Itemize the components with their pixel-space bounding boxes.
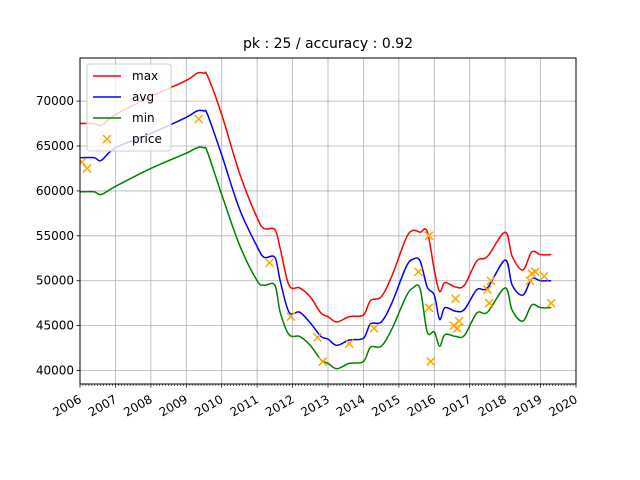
price-point [194, 114, 204, 124]
y-tick-label: 45000 [36, 319, 74, 333]
price-point [539, 271, 549, 281]
price-point [451, 294, 461, 304]
legend-label-avg: avg [132, 90, 154, 104]
y-tick-label: 40000 [36, 364, 74, 378]
price-point [369, 323, 379, 333]
legend-label-min: min [132, 111, 155, 125]
series-line-min [80, 146, 552, 370]
y-tick-label: 60000 [36, 184, 74, 198]
price-point [265, 258, 275, 268]
legend-swatch-price [102, 134, 112, 144]
legend: max avg min price [86, 63, 172, 152]
y-tick-label: 70000 [36, 94, 74, 108]
price-point [318, 357, 328, 367]
price-point [424, 231, 434, 241]
price-point [424, 303, 434, 313]
plot-area [80, 71, 556, 370]
chart-title: pk : 25 / accuracy : 0.92 [243, 36, 413, 52]
price-point [286, 312, 296, 322]
price-point [530, 267, 540, 277]
legend-box [86, 63, 172, 152]
y-tick-label: 65000 [36, 139, 74, 153]
y-tick-label: 55000 [36, 229, 74, 243]
series-line-avg [80, 109, 552, 347]
price-point [82, 163, 92, 173]
price-point [546, 298, 556, 308]
price-point [312, 332, 322, 342]
series-line-max [80, 71, 552, 323]
axes-frame [79, 57, 577, 385]
price-point [454, 316, 464, 326]
price-point [525, 276, 535, 286]
legend-label-max: max [132, 69, 158, 83]
price-point [484, 298, 494, 308]
legend-label-price: price [132, 132, 162, 146]
price-point [486, 276, 496, 286]
price-point [413, 267, 423, 277]
y-tick-label: 50000 [36, 274, 74, 288]
price-point [344, 339, 354, 349]
price-point [452, 323, 462, 333]
price-point [426, 357, 436, 367]
price-point [482, 285, 492, 295]
